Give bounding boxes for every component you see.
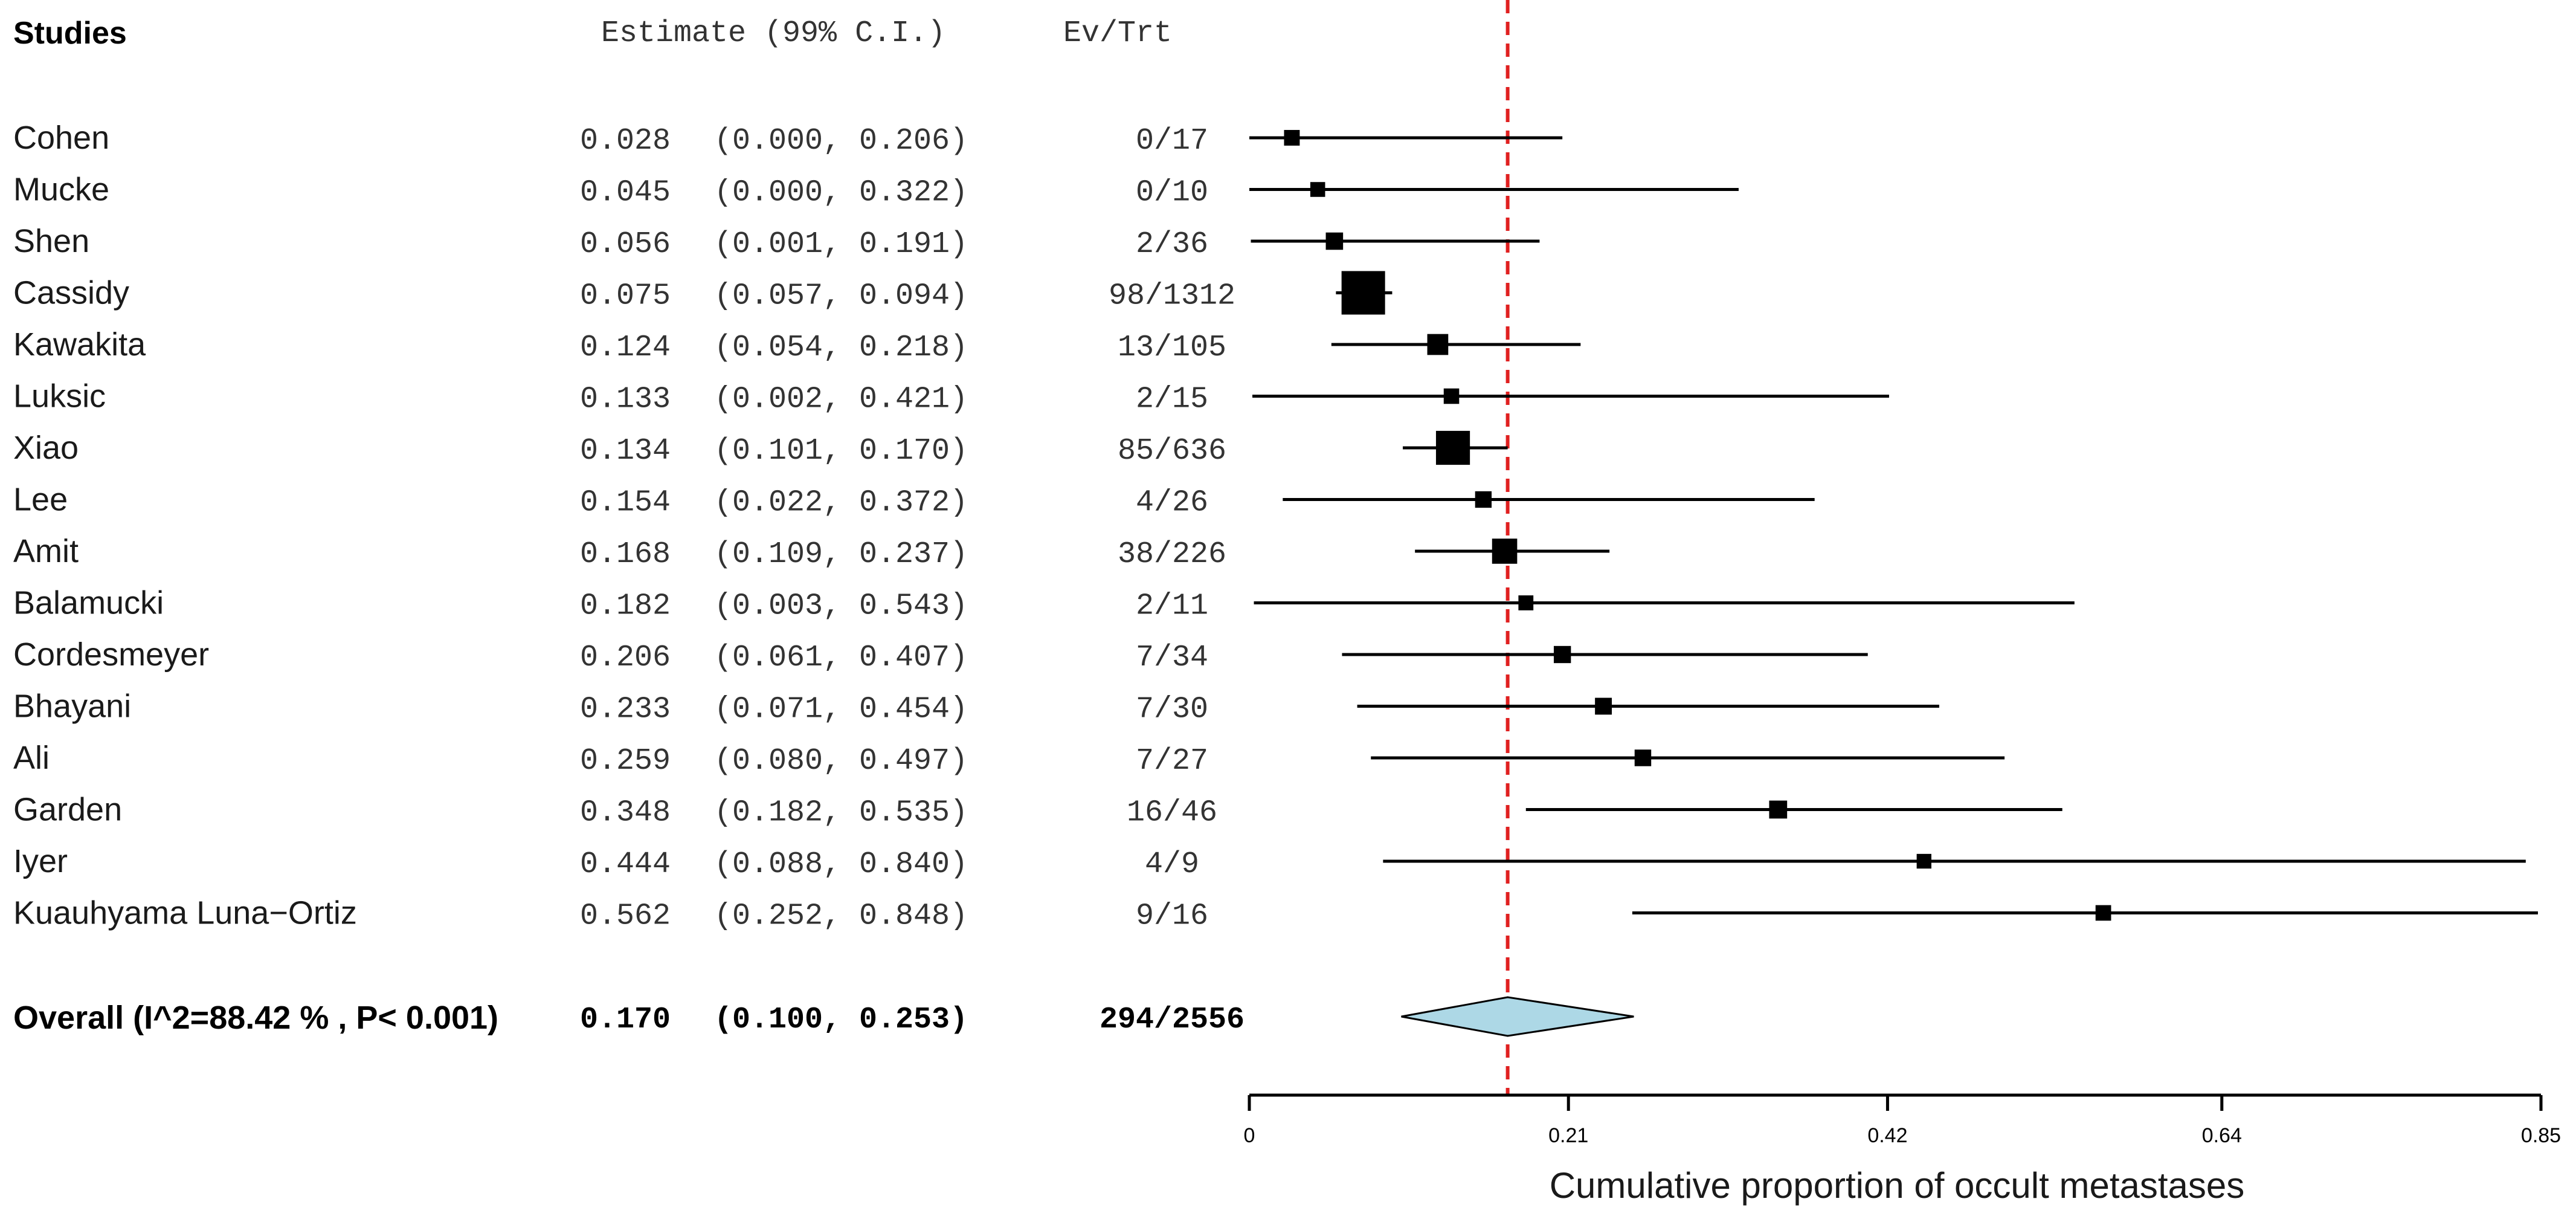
study-ci: (0.101, 0.170) bbox=[714, 434, 968, 468]
study-marker bbox=[1443, 388, 1460, 404]
study-ci: (0.003, 0.543) bbox=[714, 589, 968, 624]
study-name: Cordesmeyer bbox=[13, 636, 209, 673]
study-name: Ali bbox=[13, 740, 50, 776]
study-estimate: 0.206 bbox=[580, 641, 671, 675]
study-marker bbox=[1435, 430, 1470, 465]
study-ci: (0.000, 0.322) bbox=[714, 176, 968, 210]
study-estimate: 0.168 bbox=[580, 537, 671, 572]
study-ci: (0.252, 0.848) bbox=[714, 899, 968, 934]
study-name: Kuauhyama Luna−Ortiz bbox=[13, 895, 357, 931]
study-ci: (0.080, 0.497) bbox=[714, 744, 968, 778]
study-ci: (0.000, 0.206) bbox=[714, 124, 968, 158]
study-events: 2/15 bbox=[1136, 383, 1208, 417]
study-name: Lee bbox=[13, 482, 68, 518]
study-estimate: 0.444 bbox=[580, 847, 671, 882]
overall-estimate: 0.170 bbox=[580, 1003, 671, 1037]
study-name: Kawakita bbox=[13, 326, 146, 363]
x-axis-title: Cumulative proportion of occult metastas… bbox=[1550, 1165, 2245, 1206]
study-name: Cassidy bbox=[13, 275, 129, 311]
study-ci: (0.001, 0.191) bbox=[714, 227, 968, 262]
study-ci: (0.182, 0.535) bbox=[714, 796, 968, 830]
study-name: Iyer bbox=[13, 843, 68, 879]
study-ci: (0.054, 0.218) bbox=[714, 331, 968, 365]
study-events: 85/636 bbox=[1118, 434, 1226, 468]
study-ci: (0.057, 0.094) bbox=[714, 279, 968, 314]
study-events: 7/30 bbox=[1136, 693, 1208, 727]
overall-events: 294/2556 bbox=[1100, 1003, 1245, 1037]
study-events: 98/1312 bbox=[1109, 279, 1235, 314]
study-estimate: 0.182 bbox=[580, 589, 671, 624]
study-marker bbox=[1595, 697, 1612, 715]
x-tick-label: 0.64 bbox=[2202, 1124, 2242, 1147]
study-marker bbox=[1769, 800, 1788, 819]
study-name: Xiao bbox=[13, 430, 79, 466]
header-events: Ev/Trt bbox=[1063, 16, 1172, 51]
study-marker bbox=[1325, 232, 1344, 250]
study-events: 13/105 bbox=[1118, 331, 1226, 365]
overall-row: Overall (I^2=88.42 % , P< 0.001) 0.170 (0.… bbox=[13, 1000, 1245, 1037]
study-events: 7/34 bbox=[1136, 641, 1208, 675]
study-events: 0/17 bbox=[1136, 124, 1208, 158]
overall-ci: (0.100, 0.253) bbox=[714, 1003, 968, 1037]
study-events: 2/36 bbox=[1136, 227, 1208, 262]
study-events: 0/10 bbox=[1136, 176, 1208, 210]
study-events: 4/26 bbox=[1136, 486, 1208, 520]
study-events: 38/226 bbox=[1118, 537, 1226, 572]
study-name: Mucke bbox=[13, 172, 109, 208]
study-marker bbox=[1634, 749, 1652, 766]
study-name: Amit bbox=[13, 533, 79, 569]
study-estimate: 0.124 bbox=[580, 331, 671, 365]
study-ci: (0.002, 0.421) bbox=[714, 383, 968, 417]
study-marker bbox=[1284, 130, 1300, 146]
x-tick-label: 0 bbox=[1244, 1124, 1255, 1147]
header-studies: Studies bbox=[13, 16, 127, 51]
study-events: 9/16 bbox=[1136, 899, 1208, 934]
study-events: 16/46 bbox=[1127, 796, 1217, 830]
study-estimate: 0.348 bbox=[580, 796, 671, 830]
study-marker bbox=[2095, 905, 2111, 921]
study-marker bbox=[1341, 271, 1385, 315]
study-estimate: 0.075 bbox=[580, 279, 671, 314]
study-marker bbox=[1518, 595, 1534, 610]
study-ci: (0.022, 0.372) bbox=[714, 486, 968, 520]
study-marker bbox=[1475, 491, 1492, 508]
study-ci: (0.109, 0.237) bbox=[714, 537, 968, 572]
study-name: Shen bbox=[13, 223, 89, 259]
study-marker bbox=[1492, 538, 1518, 564]
study-events: 2/11 bbox=[1136, 589, 1208, 624]
study-marker bbox=[1310, 182, 1325, 197]
study-name: Cohen bbox=[13, 120, 109, 156]
study-name: Bhayani bbox=[13, 688, 131, 725]
overall-label: Overall (I^2=88.42 % , P< 0.001) bbox=[13, 1000, 498, 1036]
study-estimate: 0.133 bbox=[580, 383, 671, 417]
study-estimate: 0.045 bbox=[580, 176, 671, 210]
study-marker bbox=[1553, 645, 1571, 664]
study-rows: Cohen 0.028 (0.000, 0.206) 0/17 Mucke 0.045 (0… bbox=[13, 120, 1235, 934]
study-marker bbox=[1916, 853, 1931, 869]
study-estimate: 0.134 bbox=[580, 434, 671, 468]
study-events: 7/27 bbox=[1136, 744, 1208, 778]
x-tick-label: 0.42 bbox=[1867, 1124, 1907, 1147]
study-estimate: 0.154 bbox=[580, 486, 671, 520]
study-estimate: 0.259 bbox=[580, 744, 671, 778]
plot-area: 0 0.21 0.42 0.64 0.85 bbox=[1244, 0, 2561, 1147]
header-estimate: Estimate (99% C.I.) bbox=[601, 16, 945, 51]
study-ci: (0.088, 0.840) bbox=[714, 847, 968, 882]
overall-diamond bbox=[1401, 996, 1634, 1037]
study-name: Balamucki bbox=[13, 585, 164, 621]
study-events: 4/9 bbox=[1145, 847, 1199, 882]
study-ci: (0.071, 0.454) bbox=[714, 693, 968, 727]
study-ci: (0.061, 0.407) bbox=[714, 641, 968, 675]
study-estimate: 0.233 bbox=[580, 693, 671, 727]
study-estimate: 0.028 bbox=[580, 124, 671, 158]
study-name: Luksic bbox=[13, 378, 106, 415]
study-name: Garden bbox=[13, 792, 122, 828]
study-marker bbox=[1427, 334, 1449, 355]
x-tick-label: 0.85 bbox=[2521, 1124, 2561, 1147]
study-estimate: 0.562 bbox=[580, 899, 671, 934]
x-tick-label: 0.21 bbox=[1548, 1124, 1588, 1147]
study-estimate: 0.056 bbox=[580, 227, 671, 262]
